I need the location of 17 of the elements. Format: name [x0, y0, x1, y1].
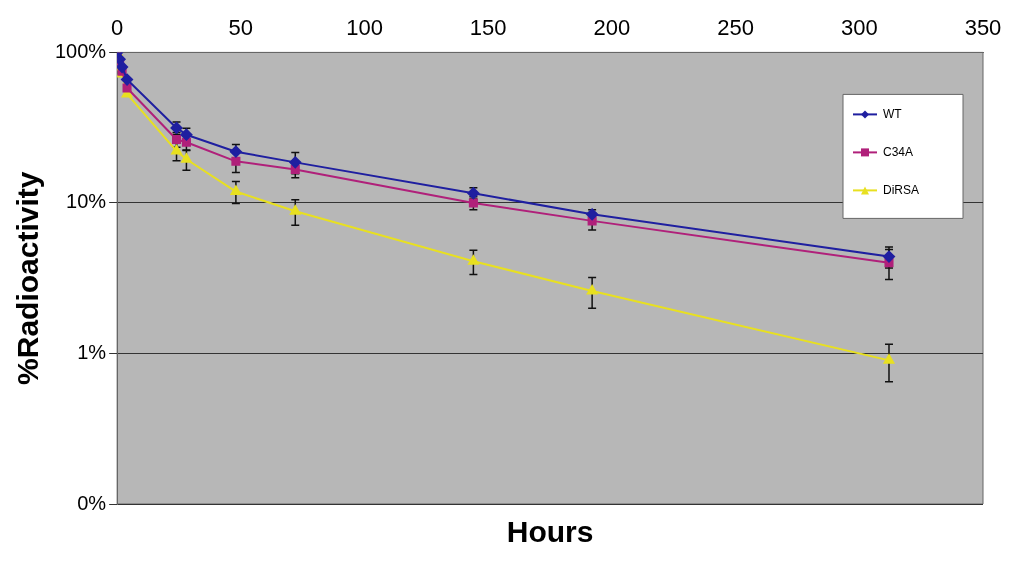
legend-label: C34A	[883, 144, 914, 159]
x-tick-label: 100	[346, 15, 383, 41]
x-tick-label: 0	[111, 15, 124, 41]
x-tick-label: 150	[469, 15, 507, 41]
x-axis-title: Hours	[506, 515, 594, 549]
x-tick-label: 350	[964, 15, 1002, 41]
y-tick-label: 100%	[55, 39, 107, 62]
x-tick-label: 250	[717, 15, 754, 41]
x-tick-label: 300	[840, 15, 878, 41]
y-tick-label: 10%	[66, 190, 107, 213]
y-axis-title: %Radioactivity	[11, 171, 45, 385]
x-tick-label: 200	[593, 15, 631, 41]
legend-label: WT	[883, 106, 903, 121]
y-tick-label: 0%	[77, 491, 107, 514]
y-tick-label: 1%	[77, 340, 107, 363]
legend-label: DiRSA	[883, 182, 920, 197]
x-tick-label: 50	[228, 15, 254, 41]
